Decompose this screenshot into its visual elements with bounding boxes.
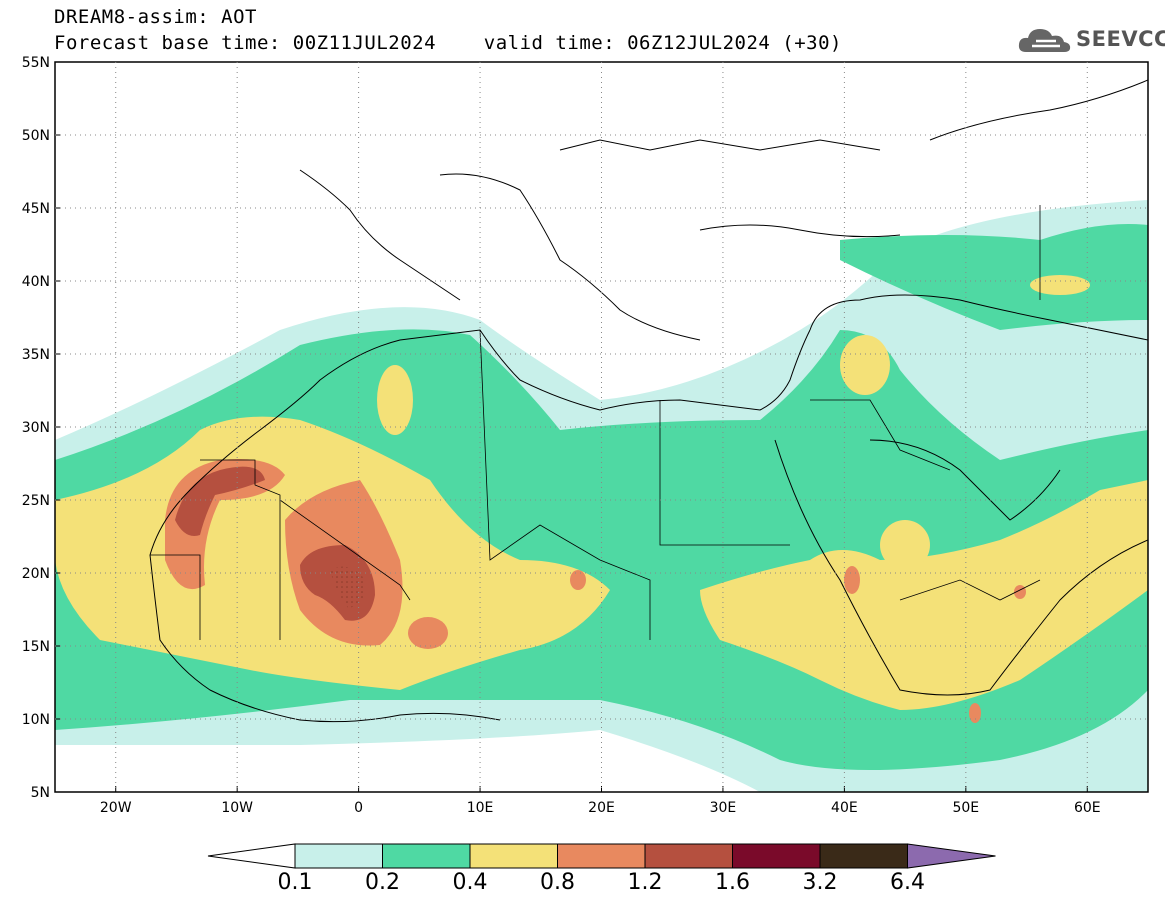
colorbar-label: 3.2 [802,870,838,895]
colorbar-segment [732,843,821,869]
lat-tick-label: 10N [22,712,50,728]
colorbar-segment [382,843,471,869]
lon-tick-label: 10E [467,800,494,816]
lat-tick-label: 50N [22,128,50,144]
lon-tick-label: 60E [1074,800,1101,816]
lat-tick-label: 20N [22,566,50,582]
colorbar-high-arrow [907,843,996,869]
colorbar-label: 6.4 [890,870,925,895]
seevccc-logo: SEEVCCC [1018,24,1165,56]
colorbar-label: 0.8 [540,870,575,895]
colorbar-label: 0.4 [452,870,488,895]
cloud-icon [1018,29,1071,52]
lon-tick-label: 20E [588,800,615,816]
colorbar-label: 1.2 [627,870,663,895]
colorbar-segment [469,843,558,869]
lat-tick-label: 25N [22,493,50,509]
lat-tick-label: 40N [22,274,50,290]
colorbar-label: 1.6 [715,870,750,895]
lon-tick-label: 10W [221,800,253,816]
aot-shaded-field [55,200,1148,792]
longitude-axis: 20W 10W 0 10E 20E 30E 40E 50E 60E [100,62,1101,816]
country-borders [150,205,1041,640]
colorbar-segment [819,843,908,869]
lat-tick-label: 55N [22,55,50,71]
lon-tick-label: 0 [354,800,363,816]
lat-tick-label: 35N [22,347,50,363]
lon-tick-label: 30E [710,800,737,816]
lat-tick-label: 30N [22,420,50,436]
lon-tick-label: 20W [100,800,132,816]
logo-text: SEEVCCC [1076,27,1165,51]
map-title: DREAM8-assim: AOT [54,6,257,28]
lat-tick-label: 5N [31,785,50,801]
colorbar-low-arrow [207,843,296,869]
colorbar-label: 0.2 [365,870,400,895]
coastlines [149,79,1148,723]
colorbar-label: 0.1 [277,870,313,895]
lat-tick-label: 45N [22,201,50,217]
lat-tick-label: 15N [22,639,50,655]
lon-tick-label: 40E [831,800,858,816]
latitude-axis: 55N 50N 45N 40N 35N 30N 25N 20N 15N 10N 5N [22,55,1148,801]
colorbar-segment [294,843,383,869]
colorbar [207,843,996,869]
lon-tick-label: 50E [952,800,979,816]
colorbar-segment [644,843,733,869]
forecast-time-label: Forecast base time: 00Z11JUL2024 valid t… [54,32,842,54]
colorbar-segment [557,843,646,869]
